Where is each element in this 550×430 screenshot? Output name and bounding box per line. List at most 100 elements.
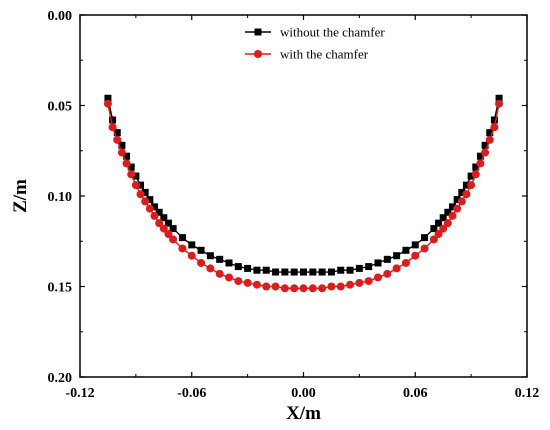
data-point <box>113 135 122 144</box>
data-point <box>472 163 480 171</box>
data-point <box>393 252 401 260</box>
x-tick-label: -0.06 <box>177 386 206 401</box>
data-point <box>104 94 112 102</box>
data-point <box>392 264 401 273</box>
y-tick-label: 0.10 <box>48 190 73 205</box>
y-tick-label: 0.05 <box>48 100 73 115</box>
data-point <box>411 241 419 249</box>
data-point <box>481 141 489 149</box>
data-point <box>490 123 499 132</box>
data-point <box>280 284 289 293</box>
data-point <box>127 163 135 171</box>
data-point <box>365 263 373 271</box>
data-point <box>290 284 299 293</box>
data-point <box>383 269 392 278</box>
data-point <box>318 284 327 293</box>
data-point <box>103 99 112 108</box>
data-point <box>434 230 443 239</box>
data-point <box>118 141 126 149</box>
data-point <box>262 282 271 291</box>
data-point <box>490 116 498 124</box>
data-point <box>429 235 438 244</box>
data-point <box>444 208 452 216</box>
data-point <box>420 244 429 253</box>
data-point <box>131 181 140 190</box>
data-point <box>495 99 504 108</box>
data-point <box>253 266 261 274</box>
data-point <box>439 214 447 222</box>
data-point <box>337 266 345 274</box>
data-point <box>108 123 117 132</box>
data-point <box>271 282 280 291</box>
data-point <box>234 263 242 271</box>
data-point <box>327 268 335 276</box>
data-point <box>159 224 168 233</box>
data-point <box>374 273 382 282</box>
data-point <box>453 196 461 204</box>
data-point <box>355 278 364 287</box>
x-tick-label: -0.12 <box>65 386 94 401</box>
x-tick-label: 0.00 <box>291 386 316 401</box>
axis-ticks: -0.12 -0.06 0.00 0.06 0.12 0.00 0.05 0.10 0.15 0.… <box>48 9 540 401</box>
y-tick-label: 0.00 <box>48 9 73 24</box>
data-point <box>243 278 252 287</box>
data-point <box>109 116 117 124</box>
data-point <box>471 170 480 179</box>
data-point <box>216 255 224 263</box>
data-point <box>117 148 126 157</box>
data-point <box>155 208 163 216</box>
data-point <box>299 284 308 293</box>
legend-marker <box>254 50 262 58</box>
data-point <box>197 246 205 254</box>
data-point <box>164 219 172 227</box>
data-point <box>252 280 261 289</box>
data-point <box>234 277 243 286</box>
data-point <box>449 203 456 211</box>
data-point <box>197 258 206 267</box>
data-point <box>137 181 145 189</box>
data-point <box>457 197 466 206</box>
data-point <box>206 264 215 273</box>
data-point <box>355 264 363 272</box>
data-point <box>141 188 149 196</box>
data-point <box>467 181 476 190</box>
data-point <box>383 255 391 263</box>
series-0 <box>104 94 503 276</box>
data-point <box>318 268 326 276</box>
data-point <box>160 214 168 222</box>
data-point <box>136 190 145 199</box>
data-point <box>402 246 410 254</box>
data-point <box>486 129 494 137</box>
data-point <box>141 197 150 206</box>
data-point <box>308 284 317 293</box>
data-point <box>281 268 289 276</box>
x-tick-label: 0.12 <box>515 386 540 401</box>
data-point <box>215 269 224 278</box>
x-tick-label: 0.06 <box>403 386 428 401</box>
plot-series <box>103 94 504 293</box>
data-point <box>225 259 233 267</box>
data-point <box>430 225 438 233</box>
data-point <box>495 94 503 102</box>
data-point <box>476 152 484 160</box>
data-point <box>300 268 307 276</box>
data-point <box>145 204 154 213</box>
legend-marker <box>254 28 262 36</box>
data-point <box>481 148 490 157</box>
data-point <box>127 170 136 179</box>
data-point <box>327 282 336 291</box>
series-1 <box>103 99 504 293</box>
legend-item: with the chamfer <box>245 47 369 62</box>
legend-label: with the chamfer <box>280 47 369 62</box>
data-point <box>485 135 494 144</box>
data-point <box>462 190 471 199</box>
y-tick-label: 0.15 <box>48 281 73 296</box>
data-point <box>421 234 429 242</box>
data-point <box>309 268 317 276</box>
data-point <box>290 268 298 276</box>
data-point <box>188 241 196 249</box>
x-axis-label: X/m <box>286 403 321 424</box>
data-point <box>448 211 457 220</box>
data-point <box>443 219 452 228</box>
